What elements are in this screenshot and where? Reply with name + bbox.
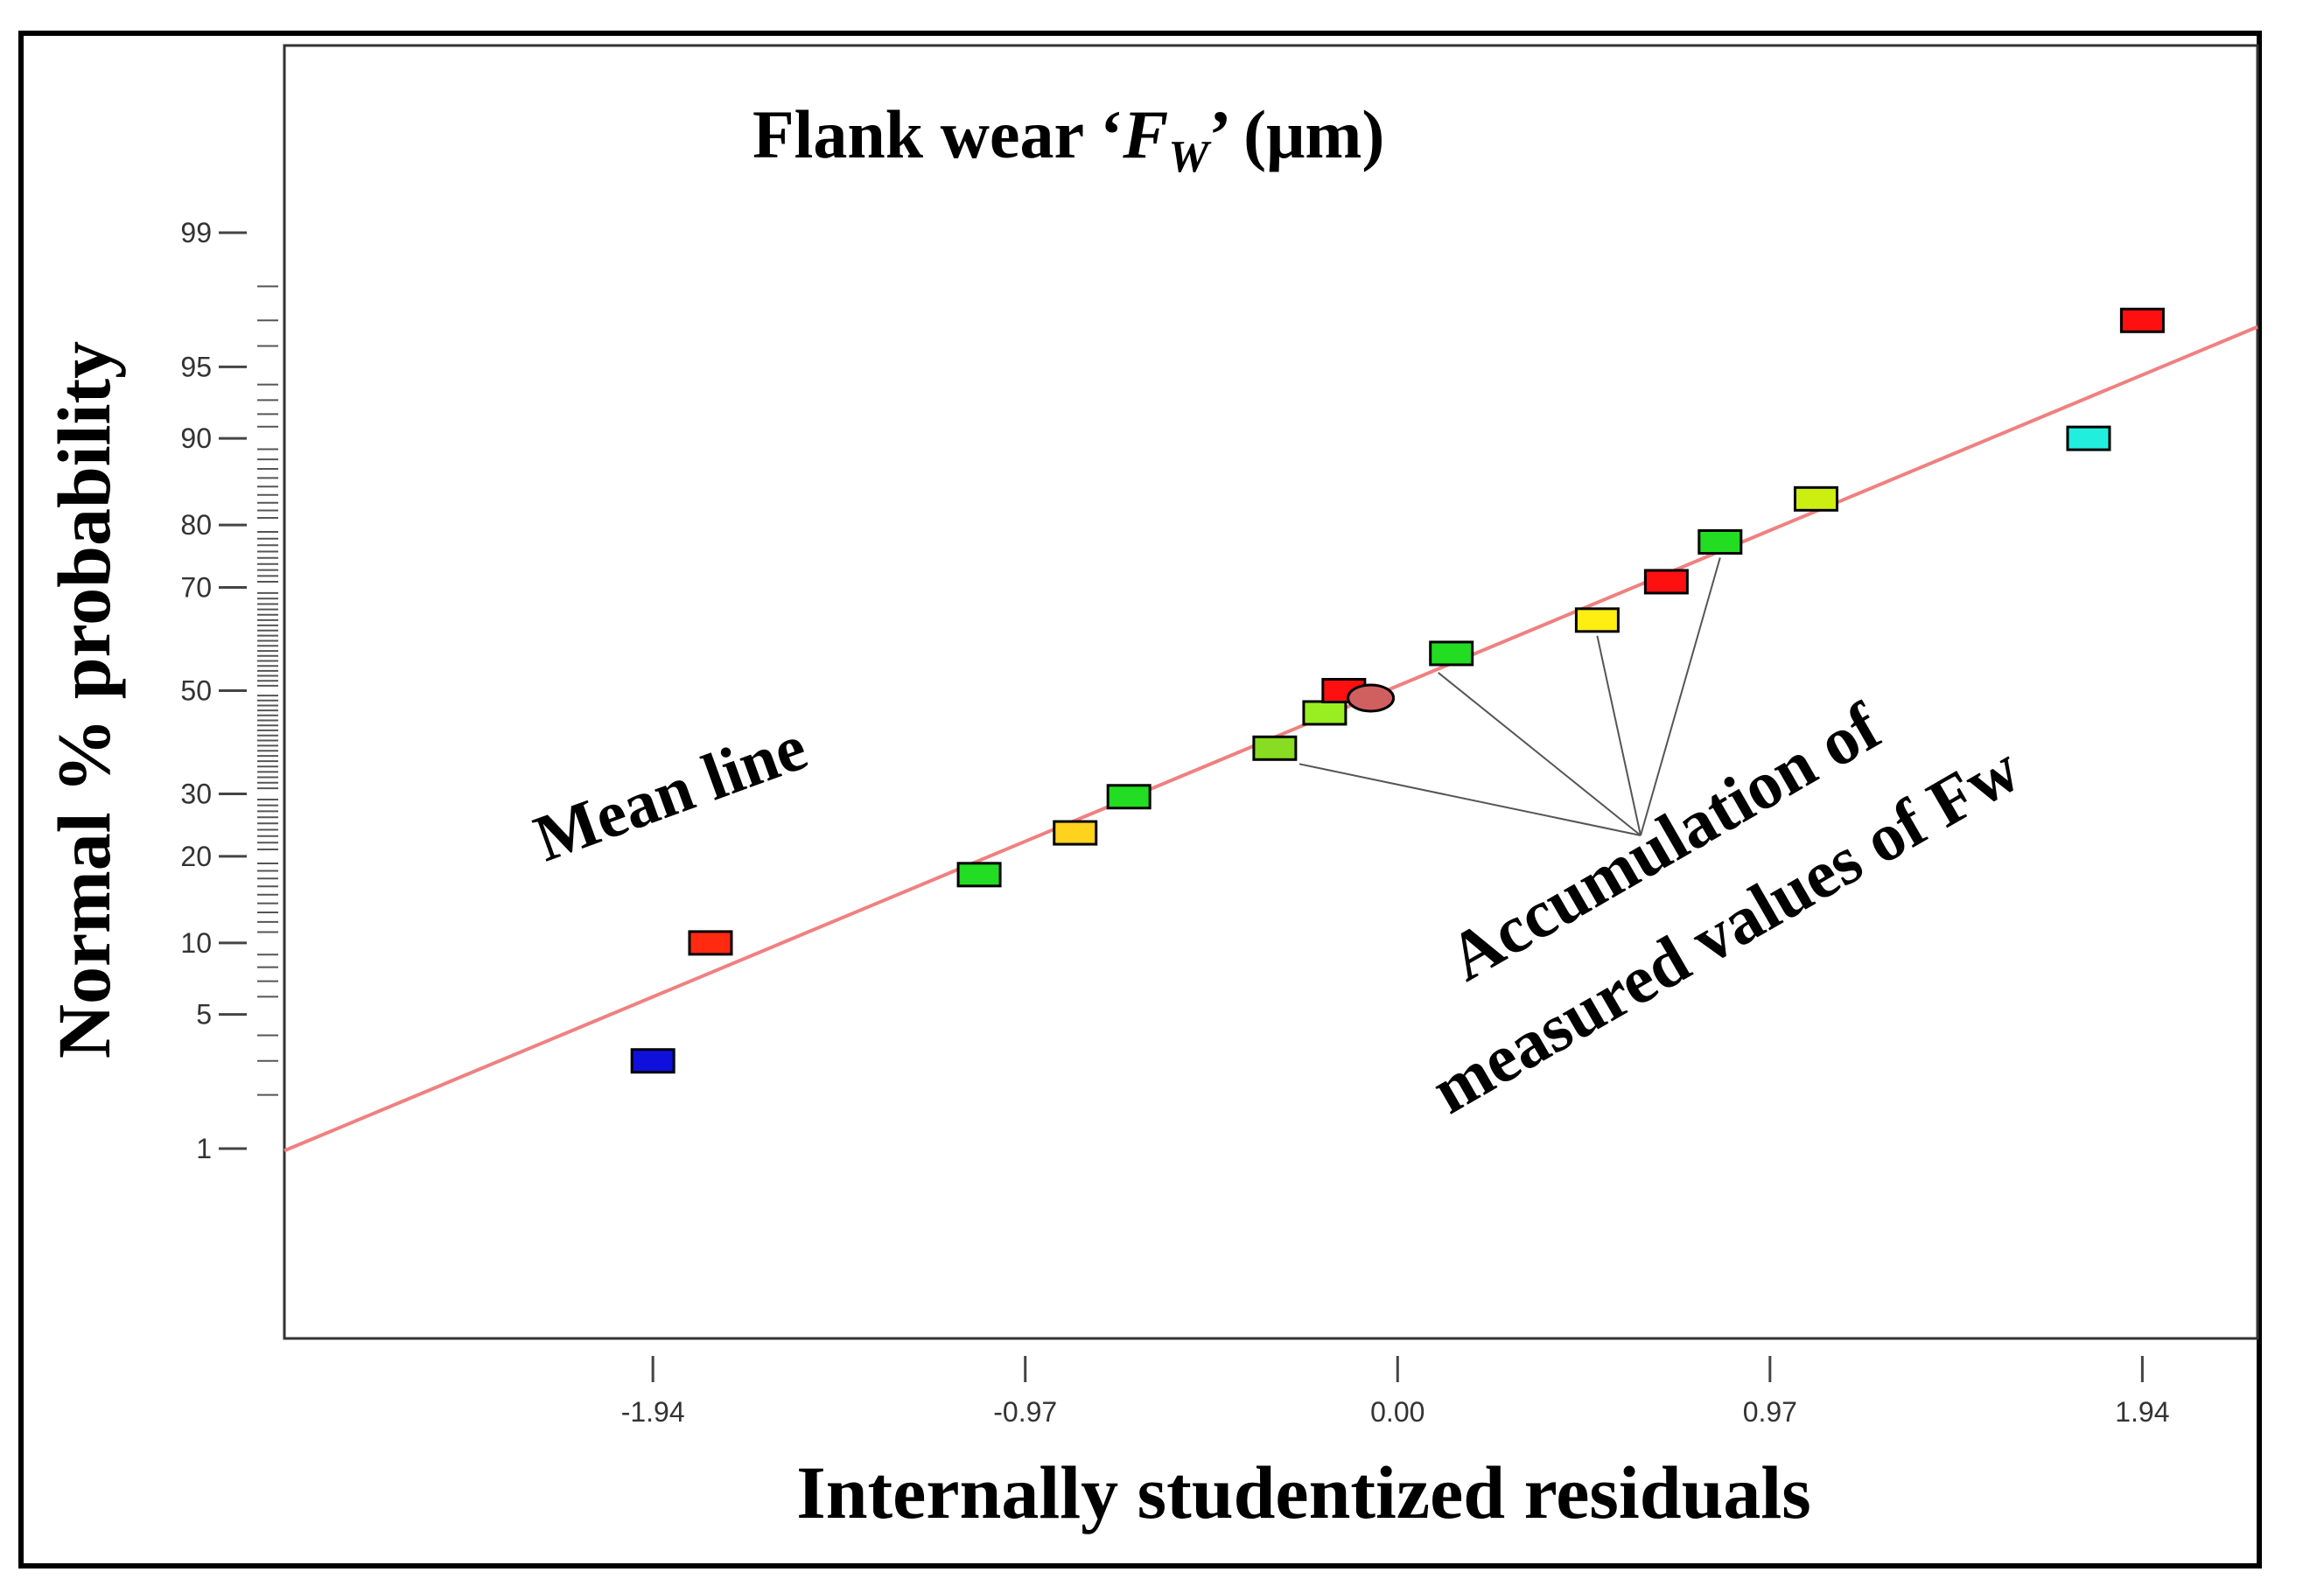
data-point-4 — [1106, 784, 1152, 810]
data-point-14 — [2066, 425, 2111, 451]
y-tick-label-7: 80 — [180, 509, 212, 541]
x-axis-label: Internally studentized residuals — [796, 1450, 1811, 1534]
y-tick-label-5: 50 — [180, 675, 212, 707]
y-tick-label-9: 95 — [180, 351, 212, 382]
x-tick-label-1: -0.97 — [993, 1396, 1057, 1428]
data-point-10 — [1574, 607, 1620, 633]
y-tick-label-1: 5 — [196, 999, 212, 1031]
data-point-8 — [1347, 683, 1396, 713]
data-point-12 — [1698, 529, 1743, 555]
y-axis-label: Normal % probability — [42, 341, 126, 1058]
data-point-0 — [630, 1048, 676, 1074]
title-subscript: W — [1168, 132, 1212, 182]
x-tick-label-0: -1.94 — [621, 1396, 685, 1428]
y-tick-label-10: 99 — [180, 217, 212, 248]
y-tick-label-0: 1 — [196, 1133, 212, 1164]
x-tick-label-3: 0.97 — [1743, 1396, 1797, 1428]
title-variable: F — [1122, 96, 1168, 172]
annotation-leader-lines — [1298, 557, 1721, 836]
leader-line-2 — [1596, 635, 1642, 836]
data-point-3 — [1053, 820, 1098, 846]
y-tick-label-3: 20 — [180, 841, 212, 872]
data-point-9 — [1429, 640, 1474, 667]
data-point-5 — [1252, 735, 1298, 761]
data-point-1 — [688, 930, 733, 956]
leader-line-3 — [1640, 557, 1721, 836]
data-point-11 — [1643, 569, 1689, 595]
y-tick-label-2: 10 — [180, 927, 212, 959]
leader-line-1 — [1438, 672, 1642, 836]
y-axis: 1 5 10 20 30 50 70 80 90 95 99 — [180, 217, 247, 1164]
title-before: Flank wear ‘ — [752, 96, 1123, 172]
data-point-15 — [2119, 307, 2165, 333]
chart-title: Flank wear ‘FW’ (μm) — [752, 96, 1384, 182]
y-tick-label-8: 90 — [180, 423, 212, 454]
plot-area — [283, 44, 2259, 1340]
y-tick-label-6: 70 — [180, 571, 212, 603]
y-tick-label-4: 30 — [180, 779, 212, 810]
x-axis: -1.94 -0.97 0.00 0.97 1.94 — [621, 1356, 2170, 1428]
data-point-6 — [1302, 700, 1348, 726]
x-tick-label-2: 0.00 — [1370, 1396, 1424, 1428]
data-point-2 — [956, 862, 1002, 888]
data-points — [630, 307, 2165, 1074]
leader-line-0 — [1298, 763, 1642, 836]
title-after: ’ (μm) — [1209, 96, 1385, 172]
x-tick-label-4: 1.94 — [2115, 1396, 2169, 1428]
y-minor-ticks — [257, 285, 278, 1096]
data-point-13 — [1793, 486, 1838, 512]
